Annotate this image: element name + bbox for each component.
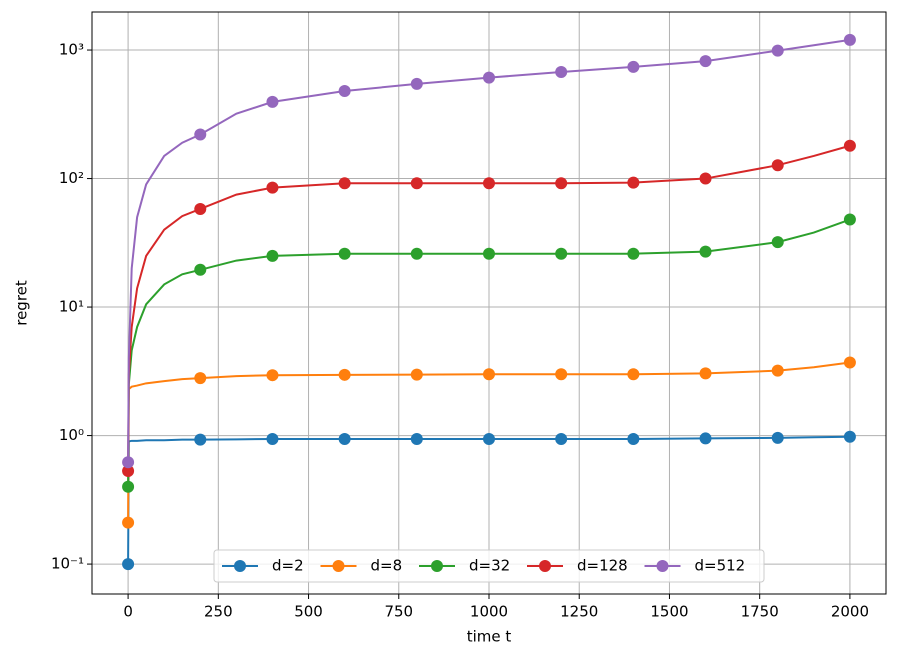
marker bbox=[483, 247, 495, 260]
marker bbox=[771, 431, 784, 444]
marker bbox=[699, 245, 712, 258]
x-axis-label: time t bbox=[467, 628, 512, 646]
marker bbox=[555, 65, 568, 78]
marker bbox=[555, 177, 568, 190]
marker bbox=[699, 367, 712, 380]
legend-label: d=8 bbox=[371, 557, 403, 575]
legend-marker bbox=[656, 560, 669, 572]
marker bbox=[194, 128, 207, 141]
legend-label: d=32 bbox=[469, 557, 510, 575]
y-axis-label: regret bbox=[13, 280, 31, 326]
marker bbox=[338, 85, 351, 98]
marker bbox=[266, 433, 279, 446]
marker bbox=[122, 558, 135, 571]
y-tick-label: 10⁰ bbox=[59, 426, 84, 444]
marker bbox=[338, 433, 351, 446]
marker bbox=[338, 368, 351, 381]
marker bbox=[122, 480, 135, 493]
y-tick-label: 10³ bbox=[59, 41, 84, 59]
y-tick-label: 10⁻¹ bbox=[51, 555, 84, 573]
legend-marker bbox=[431, 560, 443, 572]
legend-marker bbox=[539, 560, 551, 572]
legend-marker bbox=[234, 560, 246, 572]
marker bbox=[410, 433, 423, 446]
marker bbox=[555, 247, 568, 260]
marker bbox=[194, 202, 207, 215]
marker bbox=[122, 465, 135, 478]
legend-box bbox=[213, 549, 765, 583]
marker bbox=[843, 213, 856, 226]
marker bbox=[122, 456, 135, 469]
marker bbox=[699, 172, 712, 185]
marker bbox=[699, 55, 712, 68]
x-tick-label: 500 bbox=[294, 603, 323, 621]
marker bbox=[483, 433, 495, 446]
marker bbox=[843, 430, 856, 443]
x-tick-label: 750 bbox=[384, 603, 413, 621]
x-tick-label: 1500 bbox=[650, 603, 688, 621]
legend-label: d=2 bbox=[272, 557, 304, 575]
x-tick-label: 0 bbox=[123, 603, 133, 621]
marker bbox=[843, 33, 856, 46]
marker bbox=[627, 368, 640, 381]
y-tick-label: 10² bbox=[59, 169, 84, 187]
marker bbox=[410, 247, 423, 260]
marker bbox=[627, 247, 640, 260]
marker bbox=[555, 433, 568, 446]
x-tick-label: 2000 bbox=[831, 603, 869, 621]
marker bbox=[194, 263, 207, 276]
marker bbox=[627, 60, 640, 73]
marker bbox=[338, 177, 351, 190]
x-tick-label: 250 bbox=[204, 603, 233, 621]
marker bbox=[410, 368, 423, 381]
marker bbox=[410, 77, 423, 90]
x-tick-label: 1250 bbox=[560, 603, 598, 621]
marker bbox=[627, 433, 640, 446]
marker bbox=[771, 44, 784, 57]
plot-frame bbox=[91, 11, 887, 595]
marker bbox=[483, 177, 495, 190]
legend-marker bbox=[332, 560, 345, 572]
marker bbox=[483, 71, 495, 84]
x-tick-label: 1750 bbox=[741, 603, 779, 621]
marker bbox=[266, 95, 279, 108]
marker bbox=[194, 372, 207, 385]
marker bbox=[843, 139, 856, 152]
marker bbox=[771, 159, 784, 172]
marker bbox=[410, 177, 423, 190]
y-tick-label: 10¹ bbox=[59, 298, 84, 316]
marker bbox=[555, 368, 568, 381]
legend-label: d=128 bbox=[577, 557, 628, 575]
marker bbox=[771, 364, 784, 377]
marker bbox=[266, 369, 279, 382]
legend-label: d=512 bbox=[695, 557, 746, 575]
marker bbox=[266, 181, 279, 194]
x-tick-label: 1000 bbox=[470, 603, 508, 621]
marker bbox=[627, 176, 640, 189]
marker bbox=[122, 516, 135, 529]
marker bbox=[338, 247, 351, 260]
marker bbox=[483, 368, 495, 381]
marker bbox=[771, 236, 784, 249]
marker bbox=[699, 432, 712, 445]
marker bbox=[194, 433, 207, 446]
marker bbox=[266, 249, 279, 262]
marker bbox=[843, 356, 856, 369]
